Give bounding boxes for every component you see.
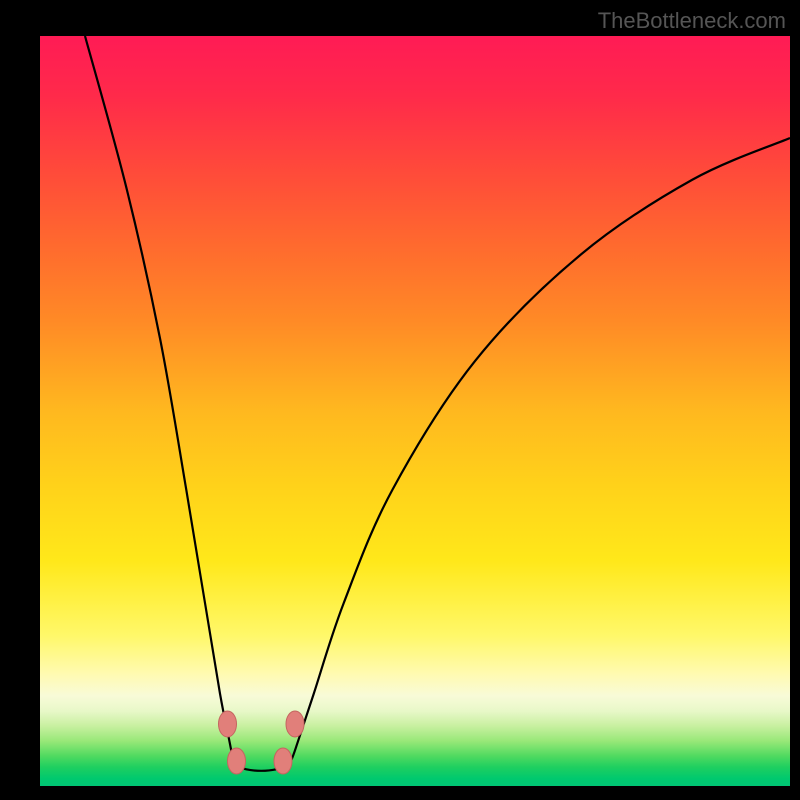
watermark-text: TheBottleneck.com bbox=[598, 8, 786, 34]
marker-point bbox=[286, 711, 304, 737]
bottleneck-curve bbox=[85, 36, 790, 771]
marker-point bbox=[228, 748, 246, 774]
curve-overlay bbox=[40, 36, 790, 792]
marker-group bbox=[219, 711, 305, 774]
marker-point bbox=[274, 748, 292, 774]
plot-area bbox=[40, 36, 790, 792]
marker-point bbox=[219, 711, 237, 737]
